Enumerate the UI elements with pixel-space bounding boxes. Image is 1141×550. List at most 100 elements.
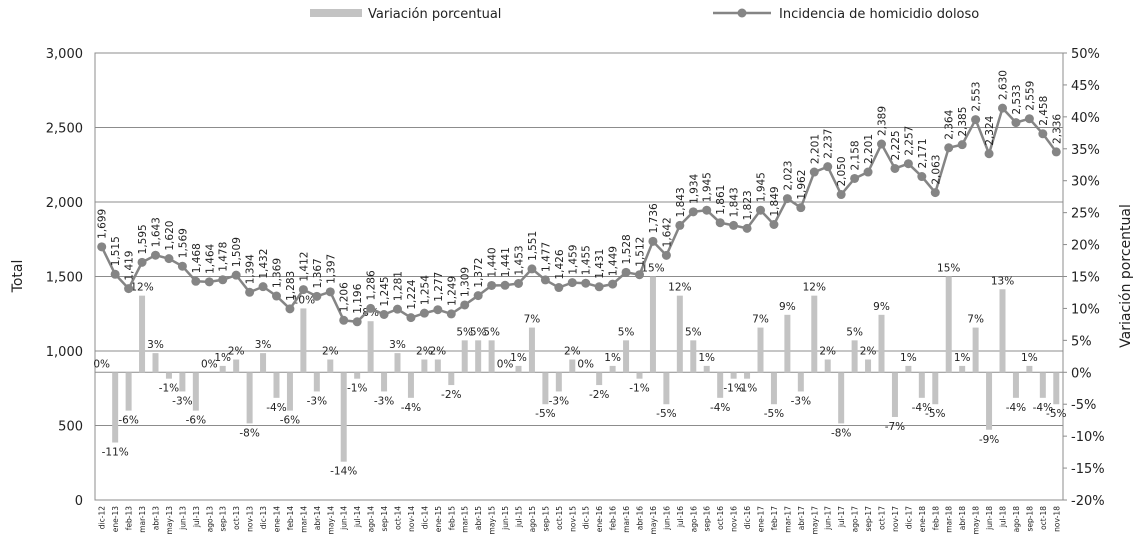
bar-data-label: 0%	[577, 358, 594, 370]
x-tick-label: sep-15	[541, 506, 550, 532]
line-data-label: 1,643	[151, 217, 163, 247]
bar-data-label: 2%	[429, 346, 446, 358]
bar-data-label: -6%	[280, 415, 300, 427]
bar	[260, 353, 267, 373]
line-marker	[433, 305, 443, 315]
x-tick-label: jun-17	[824, 506, 833, 531]
bar	[972, 327, 979, 373]
line-data-label: 1,431	[594, 249, 606, 279]
x-tick-label: oct-15	[555, 506, 564, 530]
bar	[663, 372, 670, 405]
bar	[623, 340, 630, 373]
line-data-label: 1,369	[272, 258, 284, 288]
bar-data-label: -4%	[1033, 402, 1053, 414]
line-marker	[460, 300, 470, 310]
line-marker	[984, 149, 994, 159]
bar-data-label: 2%	[860, 346, 877, 358]
y2-tick-label: -10%	[1071, 430, 1105, 445]
line-marker	[715, 218, 725, 228]
bar-data-label: 1%	[954, 352, 971, 364]
line-marker	[151, 250, 160, 260]
x-tick-label: jun-16	[662, 506, 671, 531]
bar-data-label: -9%	[979, 434, 999, 446]
y2-tick-label: -5%	[1071, 398, 1096, 413]
line-data-label: 2,158	[850, 140, 862, 170]
line-data-label: 1,412	[298, 252, 310, 282]
bar-data-label: 15%	[641, 263, 664, 275]
bar	[636, 372, 643, 379]
bar	[461, 340, 468, 373]
line-data-label: 1,464	[204, 243, 216, 273]
line-data-label: 1,432	[258, 249, 270, 279]
line-marker	[298, 285, 308, 295]
x-tick-label: jul-18	[999, 506, 1008, 528]
line-marker	[245, 287, 255, 297]
y-axis-title: Total	[10, 260, 26, 294]
x-tick-label: nov-18	[1052, 506, 1061, 532]
line-marker	[998, 103, 1007, 113]
line-marker	[97, 242, 107, 252]
line-marker	[325, 287, 335, 297]
bar-data-label: 9%	[873, 301, 890, 313]
bar-data-label: 1%	[214, 352, 231, 364]
line-marker	[366, 303, 376, 313]
line-marker	[635, 270, 644, 280]
x-tick-label: may-17	[810, 506, 819, 535]
bar	[233, 359, 240, 373]
bar-data-label: -5%	[535, 408, 555, 420]
line-marker	[863, 167, 873, 177]
bar	[340, 372, 347, 462]
x-tick-label: abr-18	[958, 506, 967, 530]
line-data-label: 1,823	[742, 190, 754, 220]
x-tick-label: jun-15	[501, 506, 510, 531]
bar-data-label: 5%	[685, 326, 702, 338]
x-tick-label: feb-14	[286, 506, 295, 530]
bar-data-label: -7%	[885, 421, 905, 433]
bar-data-label: 1%	[510, 352, 527, 364]
bar-data-label: -1%	[159, 383, 179, 395]
bar	[273, 372, 280, 398]
line-data-label: 2,324	[984, 115, 996, 145]
y-tick-label: 2,500	[46, 122, 83, 137]
line-data-label: 2,553	[971, 82, 983, 112]
x-tick-label: abr-15	[474, 506, 483, 530]
line-data-label: 1,249	[446, 276, 458, 306]
line-data-label: 2,201	[863, 134, 875, 164]
bar-data-label: -4%	[912, 402, 932, 414]
line-data-label: 1,394	[245, 254, 257, 284]
x-tick-label: dic-14	[420, 506, 429, 529]
line-marker	[339, 315, 349, 325]
line-marker	[836, 190, 846, 200]
line-marker	[944, 143, 954, 153]
x-tick-label: nov-16	[730, 506, 739, 532]
bar	[865, 359, 872, 373]
y2-tick-label: -20%	[1071, 494, 1105, 509]
bar-data-label: 2%	[819, 346, 836, 358]
line-marker	[406, 313, 416, 323]
bar	[1053, 372, 1060, 405]
bar-data-label: 12%	[130, 282, 153, 294]
line-marker	[164, 254, 174, 264]
y2-tick-label: 40%	[1071, 111, 1100, 126]
x-tick-label: feb-16	[609, 506, 618, 530]
bar-data-label: -5%	[764, 408, 784, 420]
y2-tick-label: 20%	[1071, 239, 1100, 254]
line-marker	[903, 159, 913, 169]
y-tick-label: 500	[58, 420, 83, 435]
line-data-label: 2,201	[809, 134, 821, 164]
bar	[354, 372, 361, 379]
line-data-label: 2,389	[877, 106, 889, 136]
bar-data-label: 0%	[201, 358, 218, 370]
x-tick-label: ene-13	[111, 506, 120, 532]
y2-tick-label: 45%	[1071, 79, 1100, 94]
line-data-label: 1,224	[406, 279, 418, 309]
line-marker	[675, 220, 685, 230]
line-data-label: 2,237	[823, 129, 835, 159]
line-data-label: 1,309	[460, 267, 472, 297]
bar-data-label: 2%	[416, 346, 433, 358]
line-marker	[231, 270, 241, 280]
x-tick-label: sep-17	[864, 506, 873, 532]
x-tick-label: may-15	[488, 506, 497, 535]
x-tick-label: feb-13	[125, 506, 134, 530]
x-tick-label: ene-16	[595, 506, 604, 532]
